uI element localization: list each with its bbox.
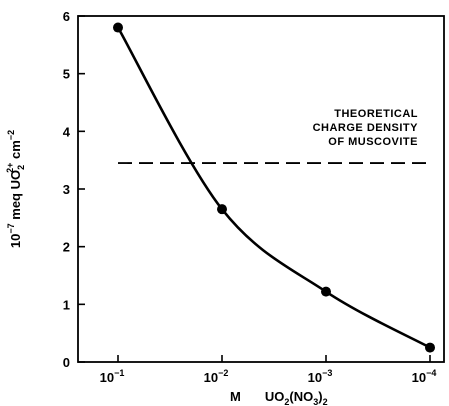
y-tick-label: 0 [63, 355, 70, 370]
data-point [425, 342, 435, 353]
data-point [113, 22, 123, 33]
y-tick-label: 5 [63, 67, 70, 82]
axis-labels: M UO2(NO3)2 10−7 meq UO22+ cm−2 [5, 130, 328, 406]
x-tick-label: 10−3 [308, 368, 333, 385]
x-tick-label: 10−2 [204, 368, 229, 385]
axis-ticks: 0 1 2 3 4 5 6 10−1 10−2 10−3 10−4 [63, 9, 437, 385]
reference-line-label: THEORETICAL [334, 108, 418, 120]
y-tick-label: 6 [63, 9, 70, 24]
data-point [217, 204, 227, 215]
x-axis-label: M UO2(NO3)2 [230, 389, 328, 406]
y-tick-label: 2 [63, 240, 70, 255]
x-tick-label: 10−1 [100, 368, 125, 385]
reference-line-label: CHARGE DENSITY [313, 122, 419, 134]
x-tick-label: 10−4 [412, 368, 437, 385]
reference-line-label: OF MUSCOVITE [328, 136, 418, 148]
y-tick-label: 4 [63, 124, 71, 139]
plot-frame [77, 15, 445, 363]
y-axis-label: 10−7 meq UO22+ cm−2 [5, 130, 26, 248]
y-tick-label: 1 [63, 297, 70, 312]
data-point [321, 286, 331, 297]
series-group [113, 22, 435, 353]
reference-line-group: THEORETICAL CHARGE DENSITY OF MUSCOVITE [118, 108, 432, 164]
y-tick-label: 3 [63, 182, 70, 197]
series-line [116, 26, 431, 349]
